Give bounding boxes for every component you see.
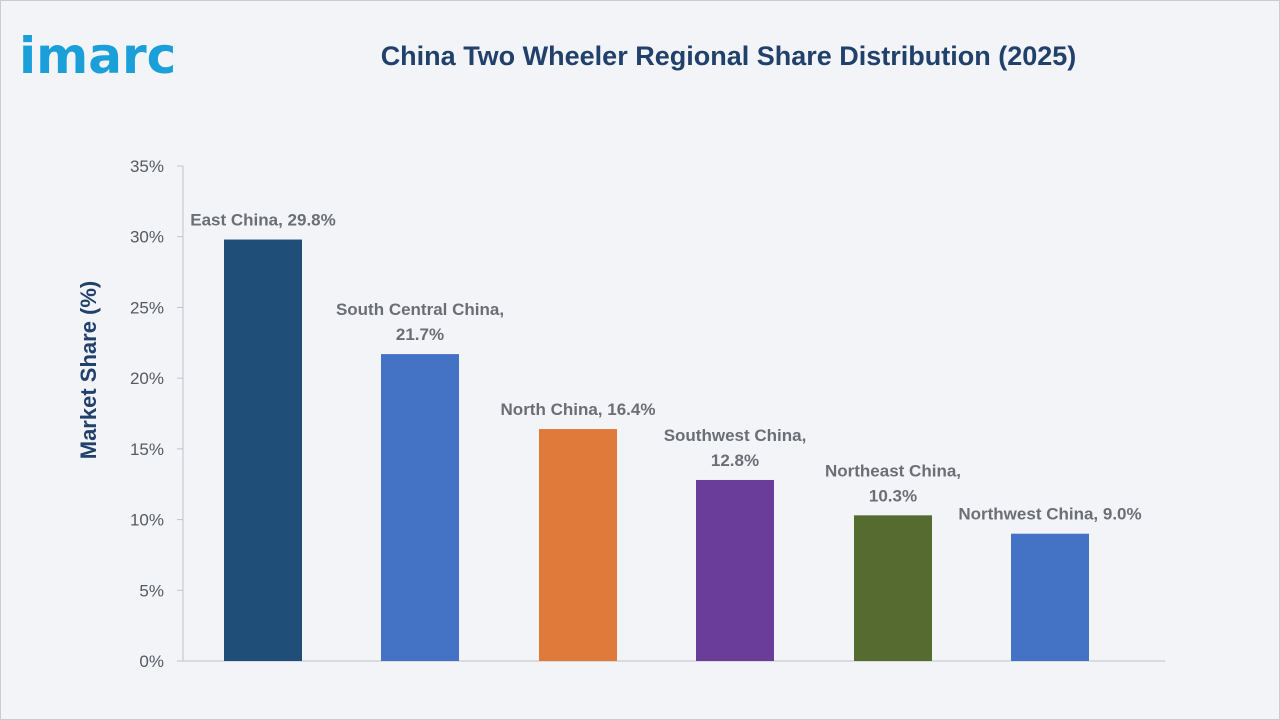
bar-northeast-china — [854, 515, 932, 661]
y-tick-label: 20% — [130, 369, 164, 388]
data-label: 12.8% — [711, 451, 759, 470]
bar-northwest-china — [1011, 533, 1089, 661]
data-label: East China, 29.8% — [190, 211, 336, 230]
data-label: South Central China, — [336, 300, 504, 319]
bar-east-china — [224, 239, 302, 662]
data-label: 21.7% — [396, 325, 444, 344]
y-tick-label: 10% — [130, 511, 164, 530]
y-tick-label: 15% — [130, 440, 164, 459]
data-labels: East China, 29.8% South Central China, 21.… — [190, 211, 1141, 524]
axes: 0% 5% 10% 15% 20% 25% 30% 35% — [130, 157, 1165, 671]
bars — [224, 239, 1089, 662]
bar-south-central-china — [381, 354, 459, 661]
bar-north-china — [539, 429, 617, 661]
y-tick-label: 30% — [130, 228, 164, 247]
imarc-logo: imarc — [19, 27, 177, 85]
data-label: North China, 16.4% — [501, 400, 656, 419]
y-tick-label: 25% — [130, 298, 164, 317]
data-label: Northeast China, — [825, 461, 961, 480]
chart-title: China Two Wheeler Regional Share Distrib… — [380, 41, 1077, 71]
y-tick-label: 5% — [139, 581, 164, 600]
bar-southwest-china — [696, 479, 774, 661]
data-label: Southwest China, — [664, 426, 807, 445]
data-label: Northwest China, 9.0% — [958, 505, 1141, 524]
y-tick-label: 0% — [139, 652, 164, 671]
y-tick-label: 35% — [130, 157, 164, 176]
data-label: 10.3% — [869, 486, 917, 505]
y-axis-label: Market Share (%) — [76, 281, 101, 460]
